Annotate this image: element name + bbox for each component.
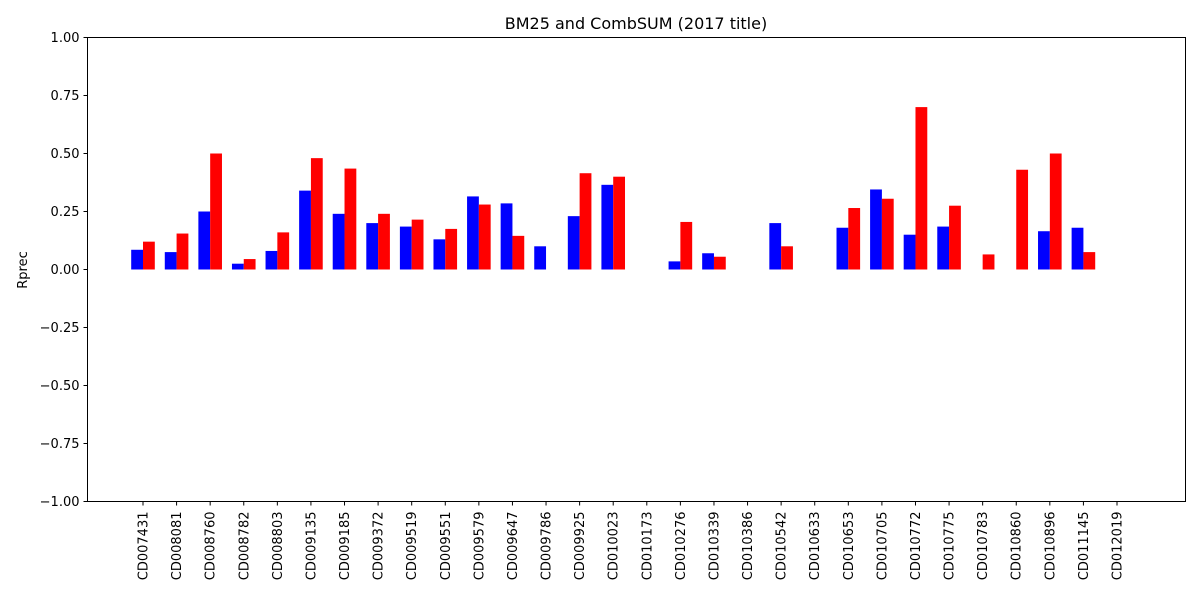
x-tick-label: CD009579	[472, 512, 487, 581]
y-tick-label: 0.50	[51, 147, 80, 162]
x-tick-label: CD011145	[1077, 512, 1092, 581]
bar-series-2-cd010705	[881, 198, 894, 270]
x-tick-label: CD009786	[540, 512, 555, 581]
bar-series-1-cd009925	[567, 216, 580, 270]
bar-series-1-cd010276	[668, 261, 681, 270]
bar-series-1-cd008081	[164, 252, 177, 270]
bar-series-2-cd008760	[210, 153, 222, 270]
x-tick-label: CD008782	[237, 512, 252, 581]
bar-series-1-cd009647	[500, 203, 513, 270]
bar-series-2-cd010772	[915, 107, 928, 270]
x-tick-label: CD010775	[943, 512, 958, 581]
y-tick-label: 0.00	[51, 263, 80, 278]
bar-series-2-cd010276	[680, 221, 693, 270]
bar-series-2-cd010542	[781, 246, 793, 270]
x-tick-label: CD009925	[573, 512, 588, 581]
x-tick-label: CD008081	[170, 512, 185, 581]
x-tick-label: CD010386	[741, 512, 756, 581]
bar-series-2-cd009372	[378, 213, 390, 270]
x-tick-label: CD009185	[338, 512, 353, 581]
bar-series-2-cd009551	[445, 228, 458, 270]
x-tick-label: CD010860	[1010, 512, 1025, 581]
y-tick-label: −0.25	[40, 321, 80, 336]
bar-series-1-cd010023	[601, 184, 614, 270]
x-tick-label: CD009519	[405, 512, 420, 581]
x-tick-label: CD010705	[875, 512, 890, 581]
x-tick-label: CD009135	[304, 512, 319, 581]
y-tick-label: 0.25	[51, 205, 80, 220]
bar-series-2-cd009135	[310, 158, 323, 270]
bar-series-1-cd009135	[299, 190, 311, 270]
bar-series-1-cd009551	[433, 239, 446, 270]
x-tick-label: CD010896	[1043, 512, 1058, 581]
bar-series-1-cd010705	[870, 189, 882, 270]
bar-series-1-cd010339	[702, 253, 714, 270]
y-tick-label: −0.50	[40, 379, 80, 394]
bar-series-2-cd010783	[982, 254, 995, 270]
y-tick-label: −1.00	[40, 495, 80, 510]
y-tick-label: −0.75	[40, 437, 80, 452]
bar-series-1-cd008803	[265, 250, 278, 270]
bar-series-2-cd009579	[478, 204, 491, 270]
x-tick-label: CD007431	[137, 512, 152, 581]
x-tick-label: CD010542	[775, 512, 790, 581]
bar-series-1-cd011145	[1071, 227, 1084, 270]
bar-series-1-cd010542	[769, 223, 782, 270]
chart-title: BM25 and CombSUM (2017 title)	[505, 14, 767, 33]
bar-series-1-cd009519	[399, 226, 412, 270]
bar-series-1-cd009372	[366, 223, 379, 270]
bar-series-2-cd010860	[1016, 169, 1029, 270]
y-axis: −1.00 −0.75 −0.50 −0.25 0.00 0.25 0.50 0.75 1.00	[40, 31, 88, 510]
bar-series-1-cd009579	[467, 196, 479, 270]
bar-series-2-cd010339	[713, 256, 726, 270]
x-tick-label: CD010783	[976, 512, 991, 581]
bar-series-1-cd010772	[903, 234, 916, 270]
x-tick-label: CD009647	[506, 512, 521, 581]
bar-series-2-cd009519	[411, 219, 424, 270]
x-tick-label: CD010173	[640, 512, 655, 581]
bar-series-1-cd008760	[198, 211, 211, 270]
x-tick-label: CD010653	[842, 512, 857, 581]
y-axis-label: Rprec	[16, 251, 31, 289]
x-tick-label: CD010772	[909, 512, 924, 581]
bar-series-1-cd007431	[131, 249, 143, 270]
plot-area	[131, 107, 1096, 270]
plot-frame	[87, 37, 1186, 502]
x-tick-label: CD010023	[607, 512, 622, 581]
x-tick-label: CD010339	[707, 512, 722, 581]
bar-series-2-cd008803	[277, 232, 290, 270]
bar-series-2-cd009185	[344, 168, 357, 270]
x-tick-label: CD008760	[204, 512, 219, 581]
bar-series-2-cd009925	[579, 173, 592, 270]
bar-series-2-cd009647	[512, 235, 525, 270]
x-axis: CD007431 CD008081 CD008760 CD008782 CD008803…	[137, 501, 1126, 581]
bar-series-1-cd008782	[231, 263, 244, 270]
bar-series-2-cd008081	[176, 233, 189, 270]
bar-series-2-cd010896	[1049, 153, 1062, 270]
bar-series-1-cd010896	[1038, 231, 1050, 270]
x-tick-label: CD010276	[674, 512, 689, 581]
bar-series-1-cd010653	[836, 227, 849, 270]
bar-series-2-cd010653	[848, 208, 861, 270]
bar-series-1-cd009786	[534, 246, 547, 270]
y-tick-label: 1.00	[51, 31, 80, 46]
bar-series-2-cd008782	[243, 259, 256, 270]
bar-series-1-cd010775	[937, 226, 950, 270]
bar-series-2-cd010775	[949, 205, 961, 270]
bar-series-2-cd007431	[143, 241, 155, 270]
x-tick-label: CD012019	[1111, 512, 1126, 581]
y-tick-label: 0.75	[51, 89, 80, 104]
x-tick-label: CD010633	[808, 512, 823, 581]
bar-series-1-cd009185	[332, 213, 345, 270]
x-tick-label: CD008803	[271, 512, 286, 581]
bar-series-2-cd011145	[1083, 252, 1096, 270]
x-tick-label: CD009551	[439, 512, 454, 581]
x-tick-label: CD009372	[372, 512, 387, 581]
bar-series-2-cd010023	[613, 176, 626, 270]
